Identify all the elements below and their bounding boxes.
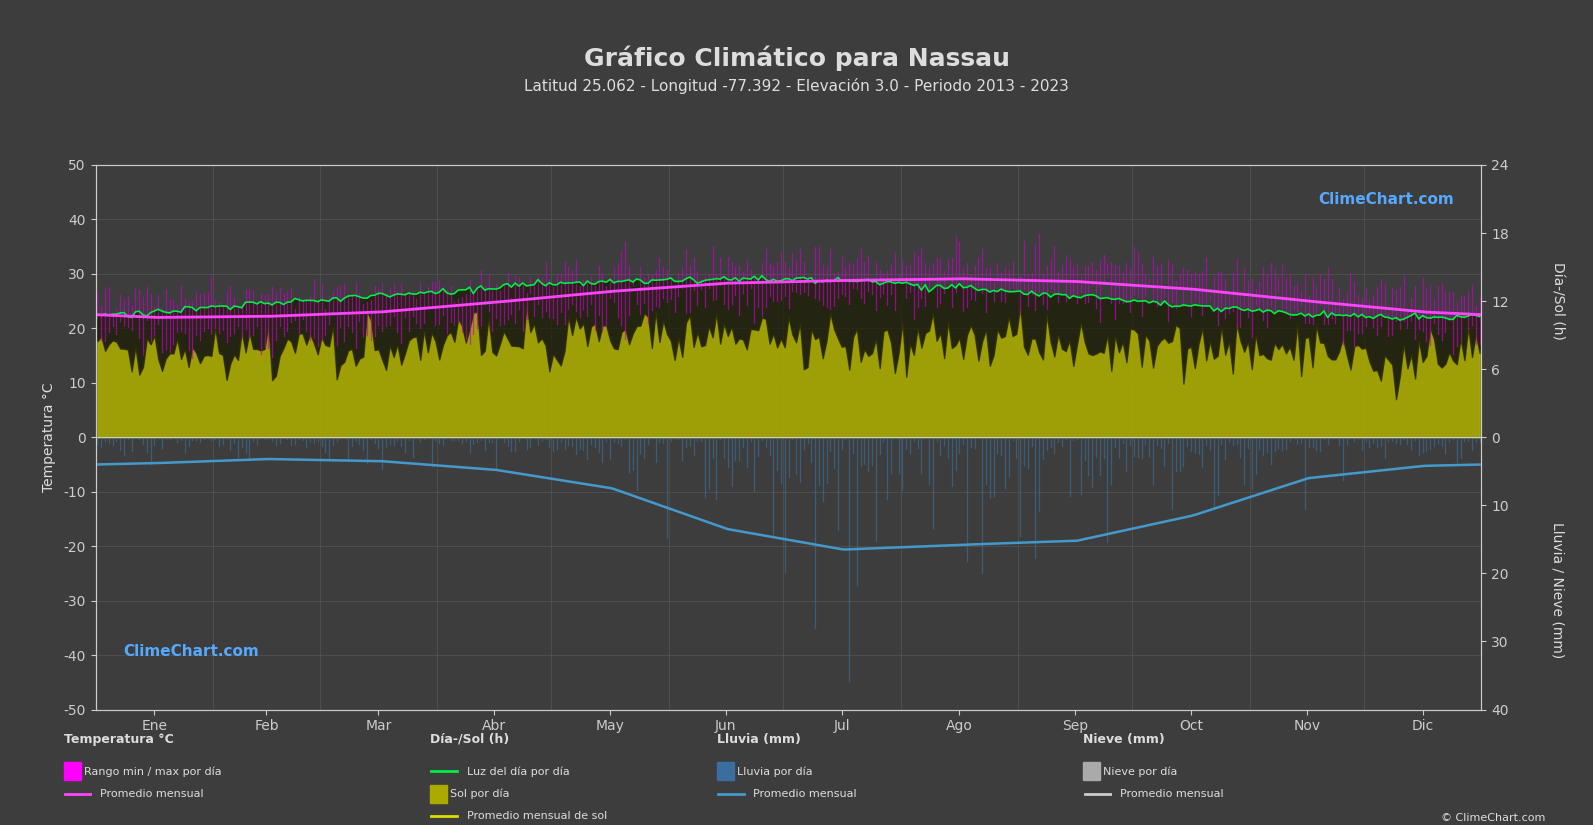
Text: ClimeChart.com: ClimeChart.com [1317, 192, 1454, 207]
Text: Promedio mensual de sol: Promedio mensual de sol [467, 811, 607, 821]
Text: Lluvia por día: Lluvia por día [738, 766, 812, 776]
Text: Sol por día: Sol por día [451, 789, 510, 799]
Text: Rango min / max por día: Rango min / max por día [84, 766, 221, 776]
Text: Temperatura °C: Temperatura °C [64, 733, 174, 746]
Text: Luz del día por día: Luz del día por día [467, 766, 570, 776]
Text: ClimeChart.com: ClimeChart.com [123, 644, 260, 659]
Text: Nieve por día: Nieve por día [1104, 766, 1177, 776]
Text: Promedio mensual: Promedio mensual [100, 789, 204, 799]
Text: Gráfico Climático para Nassau: Gráfico Climático para Nassau [583, 45, 1010, 71]
Text: Día-/Sol (h): Día-/Sol (h) [430, 733, 510, 746]
Text: Lluvia (mm): Lluvia (mm) [717, 733, 801, 746]
Text: © ClimeChart.com: © ClimeChart.com [1440, 813, 1545, 823]
Text: Latitud 25.062 - Longitud -77.392 - Elevación 3.0 - Periodo 2013 - 2023: Latitud 25.062 - Longitud -77.392 - Elev… [524, 78, 1069, 94]
Text: Promedio mensual: Promedio mensual [1120, 789, 1223, 799]
Text: Día-/Sol (h): Día-/Sol (h) [1550, 262, 1564, 340]
Y-axis label: Temperatura °C: Temperatura °C [43, 383, 56, 492]
Text: Nieve (mm): Nieve (mm) [1083, 733, 1164, 746]
Text: Lluvia / Nieve (mm): Lluvia / Nieve (mm) [1550, 521, 1564, 658]
Text: Promedio mensual: Promedio mensual [753, 789, 857, 799]
